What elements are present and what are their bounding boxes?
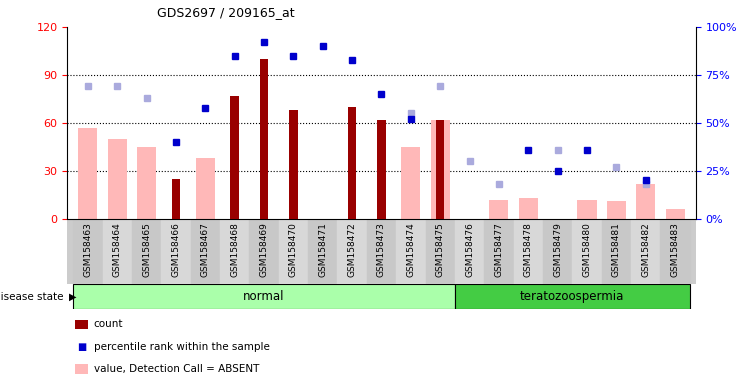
Bar xyxy=(572,219,601,284)
Text: GSM158467: GSM158467 xyxy=(200,222,210,277)
Text: GSM158475: GSM158475 xyxy=(435,222,445,277)
Bar xyxy=(660,219,690,284)
Bar xyxy=(396,219,426,284)
Bar xyxy=(73,284,455,309)
Text: GSM158470: GSM158470 xyxy=(289,222,298,277)
Text: disease state: disease state xyxy=(0,291,64,302)
Text: GSM158476: GSM158476 xyxy=(465,222,474,277)
Text: GSM158471: GSM158471 xyxy=(318,222,328,277)
Bar xyxy=(377,120,386,219)
Bar xyxy=(73,219,102,284)
Bar xyxy=(455,284,690,309)
Bar xyxy=(607,201,626,219)
Text: GSM158473: GSM158473 xyxy=(377,222,386,277)
Text: GSM158482: GSM158482 xyxy=(641,222,650,277)
Bar xyxy=(455,219,484,284)
Bar xyxy=(666,209,684,219)
Bar xyxy=(230,96,239,219)
Bar xyxy=(289,110,298,219)
Text: GSM158469: GSM158469 xyxy=(260,222,269,277)
Bar xyxy=(489,200,509,219)
Text: GSM158480: GSM158480 xyxy=(583,222,592,277)
Text: GSM158463: GSM158463 xyxy=(83,222,92,277)
Bar xyxy=(426,219,455,284)
Bar xyxy=(401,147,420,219)
Text: GSM158472: GSM158472 xyxy=(348,222,357,277)
Text: ▶: ▶ xyxy=(69,291,76,302)
Bar xyxy=(484,219,514,284)
Text: GSM158474: GSM158474 xyxy=(406,222,415,277)
Bar xyxy=(577,200,597,219)
Text: GSM158466: GSM158466 xyxy=(171,222,180,277)
Bar xyxy=(337,219,367,284)
Bar xyxy=(220,219,249,284)
Bar xyxy=(279,219,308,284)
Text: percentile rank within the sample: percentile rank within the sample xyxy=(94,342,269,352)
Text: GDS2697 / 209165_at: GDS2697 / 209165_at xyxy=(157,6,295,19)
Text: count: count xyxy=(94,319,123,329)
Bar xyxy=(249,219,279,284)
Bar xyxy=(79,127,97,219)
Text: value, Detection Call = ABSENT: value, Detection Call = ABSENT xyxy=(94,364,259,374)
Bar xyxy=(137,147,156,219)
Bar xyxy=(108,139,126,219)
Bar xyxy=(102,219,132,284)
Text: teratozoospermia: teratozoospermia xyxy=(520,290,625,303)
Text: GSM158464: GSM158464 xyxy=(113,222,122,277)
Bar xyxy=(132,219,162,284)
Bar xyxy=(171,179,180,219)
Bar xyxy=(196,158,215,219)
Text: ■: ■ xyxy=(77,342,86,352)
Bar xyxy=(260,59,269,219)
Text: GSM158478: GSM158478 xyxy=(524,222,533,277)
Bar xyxy=(367,219,396,284)
Text: GSM158468: GSM158468 xyxy=(230,222,239,277)
Text: GSM158465: GSM158465 xyxy=(142,222,151,277)
Bar xyxy=(637,184,655,219)
Bar xyxy=(543,219,572,284)
Text: GSM158483: GSM158483 xyxy=(671,222,680,277)
Bar xyxy=(348,107,356,219)
Bar xyxy=(431,120,450,219)
Bar xyxy=(514,219,543,284)
Bar xyxy=(191,219,220,284)
Text: GSM158481: GSM158481 xyxy=(612,222,621,277)
Bar xyxy=(436,120,444,219)
Bar xyxy=(162,219,191,284)
Bar xyxy=(631,219,660,284)
Text: GSM158479: GSM158479 xyxy=(553,222,562,277)
Bar xyxy=(308,219,337,284)
Bar xyxy=(519,198,538,219)
Text: normal: normal xyxy=(243,290,285,303)
Bar xyxy=(601,219,631,284)
Text: GSM158477: GSM158477 xyxy=(494,222,503,277)
